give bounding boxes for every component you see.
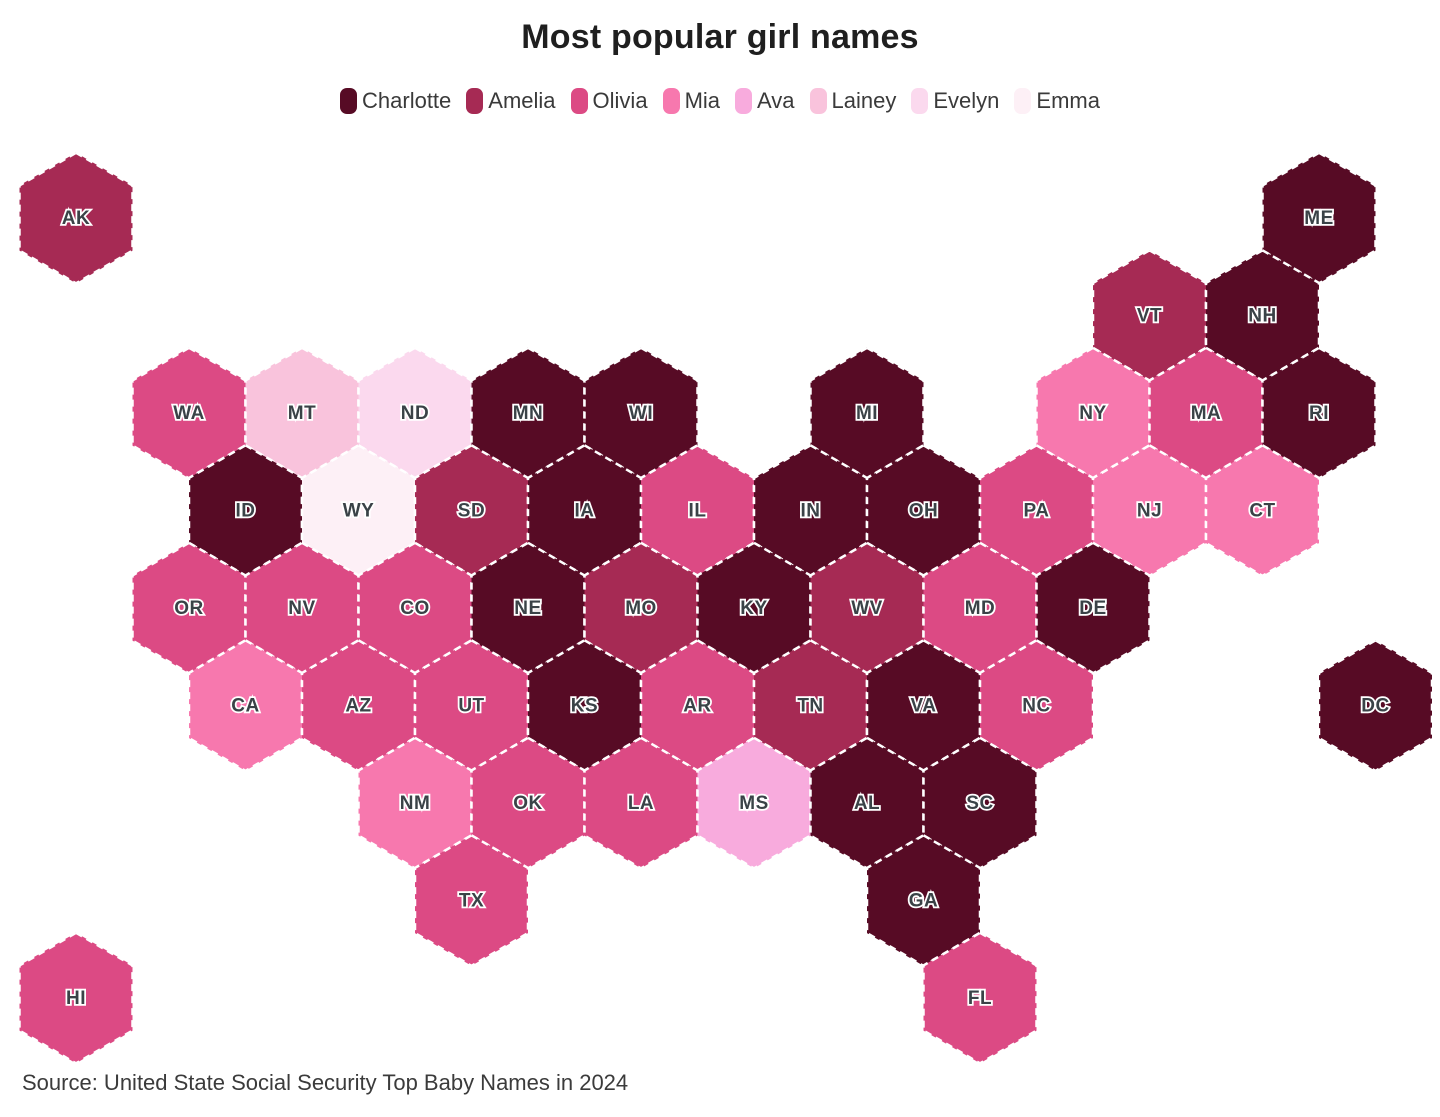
state-hex-fl[interactable] [922, 931, 1038, 1065]
state-label-ms: MS [739, 793, 769, 814]
state-label-me: ME [1304, 208, 1334, 229]
state-label-hi: HI [66, 988, 86, 1009]
state-label-dc: DC [1361, 696, 1389, 717]
state-label-ma: MA [1191, 403, 1222, 424]
state-label-tn: TN [797, 696, 823, 717]
state-label-mi: MI [856, 403, 878, 424]
state-label-wa: WA [173, 403, 205, 424]
state-hex-hi[interactable] [18, 931, 134, 1065]
state-label-mo: MO [625, 598, 657, 619]
state-label-fl: FL [968, 988, 992, 1009]
legend-swatch-icon [662, 88, 680, 114]
state-label-il: IL [689, 501, 707, 522]
legend-label: Charlotte [362, 88, 452, 113]
legend-label: Evelyn [933, 88, 1000, 113]
legend-label: Amelia [488, 88, 556, 113]
state-label-ny: NY [1079, 403, 1106, 424]
legend-item-ava: Ava [735, 88, 795, 114]
state-label-nj: NJ [1137, 501, 1162, 522]
state-label-az: AZ [345, 696, 371, 717]
legend-swatch-icon [809, 88, 827, 114]
state-label-wv: WV [851, 598, 883, 619]
legend-item-lainey: Lainey [809, 88, 897, 114]
state-hex-dc[interactable] [1317, 639, 1434, 773]
legend-label: Emma [1036, 88, 1100, 113]
state-label-or: OR [174, 598, 204, 619]
state-label-la: LA [628, 793, 654, 814]
legend-label: Ava [757, 88, 795, 113]
state-label-ri: RI [1309, 403, 1329, 424]
legend-swatch-icon [1014, 88, 1032, 114]
legend-swatch-icon [466, 88, 484, 114]
state-label-ok: OK [513, 793, 543, 814]
state-hex-tx[interactable] [413, 834, 530, 968]
state-label-ar: AR [683, 696, 711, 717]
state-hex-ak[interactable] [18, 151, 134, 285]
state-label-nm: NM [400, 793, 431, 814]
legend-swatch-icon [911, 88, 929, 114]
state-label-nc: NC [1022, 696, 1050, 717]
state-label-nh: NH [1248, 306, 1276, 327]
legend-swatch-icon [570, 88, 588, 114]
state-label-ia: IA [575, 501, 595, 522]
state-label-pa: PA [1024, 501, 1050, 522]
state-label-ky: KY [740, 598, 767, 619]
state-label-co: CO [400, 598, 430, 619]
legend-label: Lainey [831, 88, 897, 113]
state-label-ut: UT [458, 696, 484, 717]
state-label-mt: MT [288, 403, 316, 424]
legend-swatch-icon [340, 88, 358, 114]
state-label-ga: GA [909, 891, 939, 912]
legend-label: Mia [684, 88, 721, 113]
legend-item-olivia: Olivia [570, 88, 648, 114]
state-label-id: ID [236, 501, 256, 522]
state-label-in: IN [801, 501, 821, 522]
state-label-nv: NV [288, 598, 315, 619]
legend-item-emma: Emma [1014, 88, 1100, 114]
state-label-vt: VT [1137, 306, 1162, 327]
state-label-sc: SC [966, 793, 993, 814]
state-label-mn: MN [513, 403, 544, 424]
legend-swatch-icon [735, 88, 753, 114]
page-title: Most popular girl names [521, 18, 919, 56]
state-label-sd: SD [458, 501, 485, 522]
state-label-ak: AK [62, 208, 90, 229]
state-label-ne: NE [514, 598, 541, 619]
state-label-ks: KS [571, 696, 598, 717]
state-label-de: DE [1079, 598, 1106, 619]
state-label-tx: TX [459, 891, 484, 912]
state-label-ca: CA [231, 696, 259, 717]
source-note: Source: United State Social Security Top… [22, 1070, 629, 1095]
legend-item-charlotte: Charlotte [340, 88, 451, 114]
state-label-al: AL [854, 793, 880, 814]
legend-item-amelia: Amelia [466, 88, 556, 114]
state-label-ct: CT [1249, 501, 1275, 522]
state-label-nd: ND [401, 403, 429, 424]
state-hex-ct[interactable] [1204, 444, 1321, 578]
legend-label: Olivia [592, 88, 648, 113]
state-label-wi: WI [629, 403, 653, 424]
legend-item-evelyn: Evelyn [911, 88, 999, 114]
legend: Charlotte Amelia Olivia Mia Ava Lainey Evelyn E… [0, 88, 1440, 114]
state-label-wy: WY [343, 501, 375, 522]
state-label-va: VA [911, 696, 937, 717]
state-label-md: MD [965, 598, 996, 619]
legend-item-mia: Mia [662, 88, 721, 114]
state-label-oh: OH [909, 501, 939, 522]
